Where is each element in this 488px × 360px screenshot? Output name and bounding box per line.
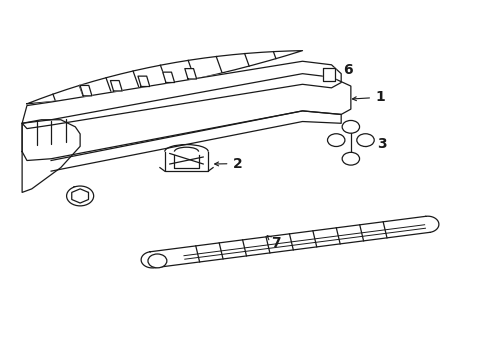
Circle shape: [356, 134, 373, 147]
Circle shape: [327, 134, 344, 147]
Polygon shape: [22, 61, 341, 129]
Polygon shape: [163, 72, 174, 82]
Text: 6: 6: [329, 63, 352, 77]
Polygon shape: [138, 76, 149, 86]
Circle shape: [342, 121, 359, 133]
Polygon shape: [141, 216, 438, 268]
Text: 5: 5: [119, 90, 128, 107]
Polygon shape: [184, 69, 196, 79]
Text: 4: 4: [68, 185, 83, 199]
Circle shape: [342, 152, 359, 165]
Polygon shape: [323, 68, 334, 81]
Text: 3: 3: [362, 137, 386, 151]
Polygon shape: [22, 120, 80, 192]
Polygon shape: [80, 85, 92, 96]
Polygon shape: [160, 168, 164, 171]
Text: 2: 2: [214, 157, 242, 171]
Polygon shape: [208, 168, 213, 171]
Polygon shape: [22, 74, 350, 161]
Polygon shape: [27, 51, 302, 104]
Polygon shape: [110, 81, 122, 91]
Circle shape: [66, 186, 94, 206]
Circle shape: [148, 254, 166, 268]
Text: 7: 7: [266, 236, 280, 250]
Text: 1: 1: [352, 90, 384, 104]
